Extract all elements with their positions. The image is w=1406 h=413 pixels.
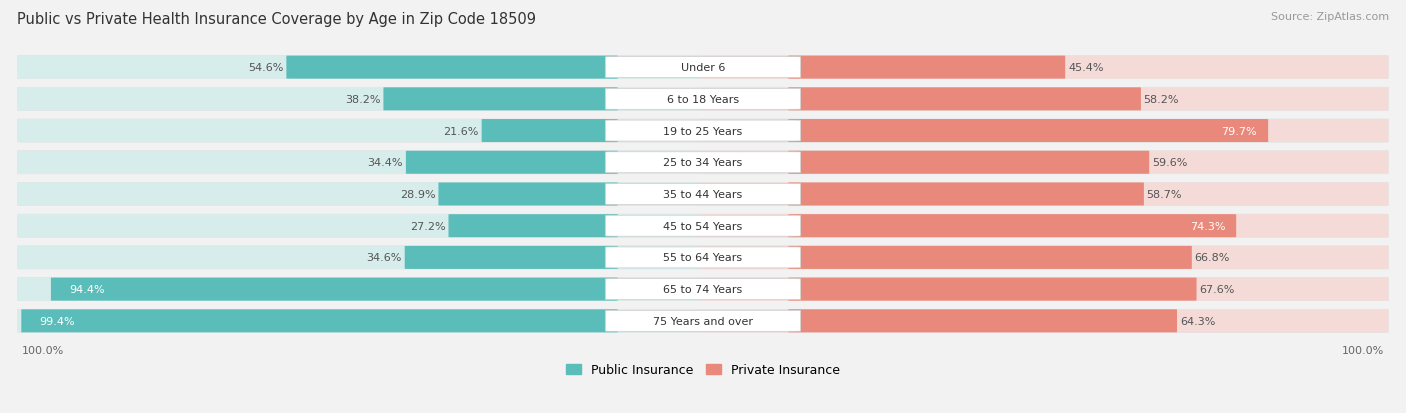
Text: 67.6%: 67.6% xyxy=(1199,285,1234,294)
FancyBboxPatch shape xyxy=(287,57,617,79)
Text: 6 to 18 Years: 6 to 18 Years xyxy=(666,95,740,104)
Text: 64.3%: 64.3% xyxy=(1180,316,1215,326)
FancyBboxPatch shape xyxy=(606,121,800,142)
FancyBboxPatch shape xyxy=(606,57,800,78)
FancyBboxPatch shape xyxy=(18,215,1388,237)
FancyBboxPatch shape xyxy=(18,57,707,79)
FancyBboxPatch shape xyxy=(789,120,1268,143)
Text: 58.7%: 58.7% xyxy=(1147,190,1182,199)
FancyBboxPatch shape xyxy=(18,120,707,143)
FancyBboxPatch shape xyxy=(699,215,1388,237)
Text: Under 6: Under 6 xyxy=(681,63,725,73)
Text: 94.4%: 94.4% xyxy=(69,285,104,294)
Text: 100.0%: 100.0% xyxy=(1341,345,1384,355)
FancyBboxPatch shape xyxy=(18,152,1388,174)
FancyBboxPatch shape xyxy=(789,152,1149,174)
Text: 74.3%: 74.3% xyxy=(1189,221,1225,231)
FancyBboxPatch shape xyxy=(18,310,1388,332)
FancyBboxPatch shape xyxy=(606,311,800,332)
FancyBboxPatch shape xyxy=(18,57,1388,79)
FancyBboxPatch shape xyxy=(405,246,617,269)
FancyBboxPatch shape xyxy=(18,183,1388,206)
FancyBboxPatch shape xyxy=(18,88,1388,111)
FancyBboxPatch shape xyxy=(699,152,1388,174)
FancyBboxPatch shape xyxy=(18,88,707,111)
FancyBboxPatch shape xyxy=(699,88,1388,111)
Text: Public vs Private Health Insurance Coverage by Age in Zip Code 18509: Public vs Private Health Insurance Cover… xyxy=(17,12,536,27)
Text: 45.4%: 45.4% xyxy=(1069,63,1104,73)
Text: 38.2%: 38.2% xyxy=(344,95,381,104)
FancyBboxPatch shape xyxy=(18,183,707,206)
FancyBboxPatch shape xyxy=(789,246,1192,269)
FancyBboxPatch shape xyxy=(606,247,800,268)
FancyBboxPatch shape xyxy=(699,278,1388,301)
FancyBboxPatch shape xyxy=(789,183,1144,206)
Text: 27.2%: 27.2% xyxy=(411,221,446,231)
FancyBboxPatch shape xyxy=(384,88,617,111)
Text: Source: ZipAtlas.com: Source: ZipAtlas.com xyxy=(1271,12,1389,22)
FancyBboxPatch shape xyxy=(482,120,617,143)
FancyBboxPatch shape xyxy=(606,216,800,237)
FancyBboxPatch shape xyxy=(439,183,617,206)
FancyBboxPatch shape xyxy=(789,57,1066,79)
FancyBboxPatch shape xyxy=(18,246,707,269)
FancyBboxPatch shape xyxy=(699,246,1388,269)
Text: 100.0%: 100.0% xyxy=(22,345,65,355)
Text: 79.7%: 79.7% xyxy=(1222,126,1257,136)
FancyBboxPatch shape xyxy=(699,183,1388,206)
FancyBboxPatch shape xyxy=(606,279,800,300)
FancyBboxPatch shape xyxy=(699,310,1388,332)
FancyBboxPatch shape xyxy=(789,310,1177,332)
FancyBboxPatch shape xyxy=(18,120,1388,143)
Text: 58.2%: 58.2% xyxy=(1143,95,1180,104)
Text: 55 to 64 Years: 55 to 64 Years xyxy=(664,253,742,263)
FancyBboxPatch shape xyxy=(789,88,1140,111)
Text: 99.4%: 99.4% xyxy=(39,316,75,326)
FancyBboxPatch shape xyxy=(606,152,800,173)
Text: 35 to 44 Years: 35 to 44 Years xyxy=(664,190,742,199)
FancyBboxPatch shape xyxy=(606,184,800,205)
Text: 54.6%: 54.6% xyxy=(249,63,284,73)
FancyBboxPatch shape xyxy=(789,278,1197,301)
Legend: Public Insurance, Private Insurance: Public Insurance, Private Insurance xyxy=(567,363,839,376)
Text: 45 to 54 Years: 45 to 54 Years xyxy=(664,221,742,231)
FancyBboxPatch shape xyxy=(18,215,707,237)
FancyBboxPatch shape xyxy=(449,215,617,237)
FancyBboxPatch shape xyxy=(789,215,1236,237)
FancyBboxPatch shape xyxy=(606,89,800,110)
FancyBboxPatch shape xyxy=(699,120,1388,143)
Text: 66.8%: 66.8% xyxy=(1195,253,1230,263)
Text: 21.6%: 21.6% xyxy=(443,126,479,136)
FancyBboxPatch shape xyxy=(406,152,617,174)
FancyBboxPatch shape xyxy=(21,310,617,332)
Text: 34.6%: 34.6% xyxy=(367,253,402,263)
FancyBboxPatch shape xyxy=(18,246,1388,269)
Text: 19 to 25 Years: 19 to 25 Years xyxy=(664,126,742,136)
Text: 25 to 34 Years: 25 to 34 Years xyxy=(664,158,742,168)
FancyBboxPatch shape xyxy=(18,278,1388,301)
Text: 65 to 74 Years: 65 to 74 Years xyxy=(664,285,742,294)
Text: 28.9%: 28.9% xyxy=(401,190,436,199)
FancyBboxPatch shape xyxy=(18,278,707,301)
Text: 34.4%: 34.4% xyxy=(367,158,404,168)
Text: 75 Years and over: 75 Years and over xyxy=(652,316,754,326)
Text: 59.6%: 59.6% xyxy=(1152,158,1187,168)
FancyBboxPatch shape xyxy=(699,57,1388,79)
FancyBboxPatch shape xyxy=(51,278,617,301)
FancyBboxPatch shape xyxy=(18,310,707,332)
FancyBboxPatch shape xyxy=(18,152,707,174)
